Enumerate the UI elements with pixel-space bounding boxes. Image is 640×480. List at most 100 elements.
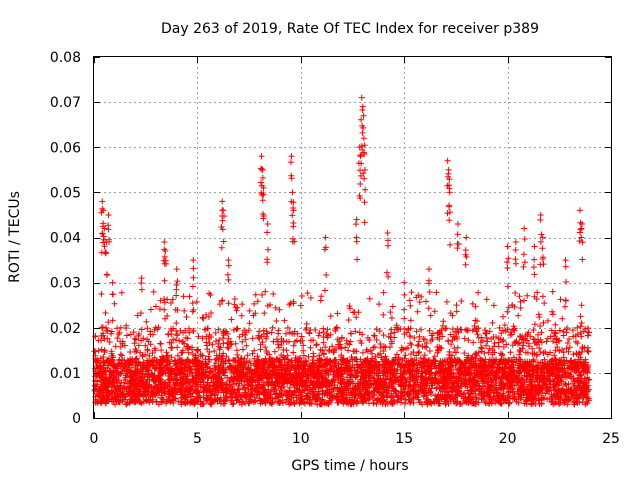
- scatter-point: [298, 333, 305, 340]
- scatter-point: [300, 342, 307, 349]
- scatter-point: [447, 310, 454, 317]
- scatter-point: [219, 335, 226, 342]
- scatter-point: [500, 313, 507, 320]
- scatter-point: [346, 341, 353, 348]
- scatter-point: [249, 335, 256, 342]
- scatter-point: [206, 348, 213, 355]
- scatter-point: [376, 328, 383, 335]
- scatter-point: [491, 339, 498, 346]
- scatter-point: [524, 383, 531, 390]
- scatter-point: [161, 296, 168, 303]
- scatter-point: [182, 327, 189, 334]
- scatter-point: [541, 395, 548, 402]
- scatter-point: [193, 298, 200, 305]
- scatter-point: [151, 326, 158, 333]
- scatter-point: [426, 348, 433, 355]
- scatter-point: [149, 331, 156, 338]
- scatter-point: [102, 309, 109, 316]
- scatter-point: [201, 326, 208, 333]
- scatter-point: [322, 344, 329, 351]
- scatter-point: [577, 329, 584, 336]
- scatter-point: [269, 399, 276, 406]
- scatter-point: [469, 354, 476, 361]
- scatter-point: [282, 355, 289, 362]
- scatter-point: [416, 298, 423, 305]
- scatter-point: [485, 349, 492, 356]
- scatter-point: [413, 328, 420, 335]
- scatter-point: [212, 329, 219, 336]
- scatter-point: [220, 340, 227, 347]
- scatter-point: [416, 349, 423, 356]
- scatter-point: [111, 300, 118, 307]
- scatter-point: [167, 300, 174, 307]
- scatter-point: [326, 347, 333, 354]
- scatter-point: [578, 333, 585, 340]
- scatter-point: [453, 308, 460, 315]
- scatter-point: [411, 334, 418, 341]
- scatter-point: [495, 335, 502, 342]
- scatter-point: [535, 311, 542, 318]
- scatter-point: [578, 302, 585, 309]
- scatter-point: [173, 320, 180, 327]
- scatter-point: [178, 349, 185, 356]
- scatter-point: [265, 364, 272, 371]
- scatter-point: [431, 308, 438, 315]
- scatter-point: [169, 344, 176, 351]
- scatter-point: [427, 312, 434, 319]
- scatter-point: [515, 312, 522, 319]
- scatter-point: [479, 337, 486, 344]
- scatter-point: [461, 335, 468, 342]
- scatter-point: [263, 347, 270, 354]
- scatter-point: [483, 296, 490, 303]
- scatter-point: [276, 306, 283, 313]
- scatter-point: [243, 342, 250, 349]
- scatter-point: [542, 390, 549, 397]
- scatter-point: [105, 355, 112, 362]
- scatter-point: [302, 367, 309, 374]
- scatter-point: [313, 341, 320, 348]
- scatter-point: [242, 331, 249, 338]
- scatter-point: [408, 289, 415, 296]
- scatter-point: [541, 356, 548, 363]
- scatter-point: [229, 401, 236, 408]
- scatter-point: [123, 401, 130, 408]
- scatter-point: [298, 292, 305, 299]
- scatter-point: [422, 369, 429, 376]
- scatter-point: [426, 327, 433, 334]
- scatter-point: [194, 346, 201, 353]
- scatter-point: [256, 328, 263, 335]
- scatter-point: [349, 362, 356, 369]
- scatter-point: [317, 297, 324, 304]
- scatter-point: [231, 296, 238, 303]
- scatter-point: [166, 339, 173, 346]
- scatter-point: [333, 396, 340, 403]
- scatter-point: [563, 345, 570, 352]
- scatter-point: [271, 348, 278, 355]
- scatter-point: [505, 388, 512, 395]
- scatter-point: [423, 339, 430, 346]
- scatter-point: [570, 384, 577, 391]
- scatter-point: [556, 347, 563, 354]
- scatter-point: [539, 293, 546, 300]
- scatter-point: [517, 298, 524, 305]
- scatter-point: [544, 335, 551, 342]
- scatter-points: [91, 94, 593, 408]
- scatter-point: [193, 347, 200, 354]
- scatter-point: [300, 347, 307, 354]
- scatter-point: [217, 344, 224, 351]
- scatter-point: [106, 368, 113, 375]
- scatter-point: [391, 399, 398, 406]
- scatter-point: [170, 336, 177, 343]
- scatter-point: [387, 309, 394, 316]
- scatter-point: [319, 388, 326, 395]
- scatter-point: [252, 291, 259, 298]
- scatter-point: [352, 356, 359, 363]
- scatter-point: [407, 317, 414, 324]
- scatter-point: [537, 348, 544, 355]
- scatter-point: [423, 344, 430, 351]
- scatter-point: [231, 301, 238, 308]
- scatter-point: [570, 333, 577, 340]
- scatter-point: [251, 300, 258, 307]
- scatter-point: [549, 338, 556, 345]
- scatter-point: [173, 292, 180, 299]
